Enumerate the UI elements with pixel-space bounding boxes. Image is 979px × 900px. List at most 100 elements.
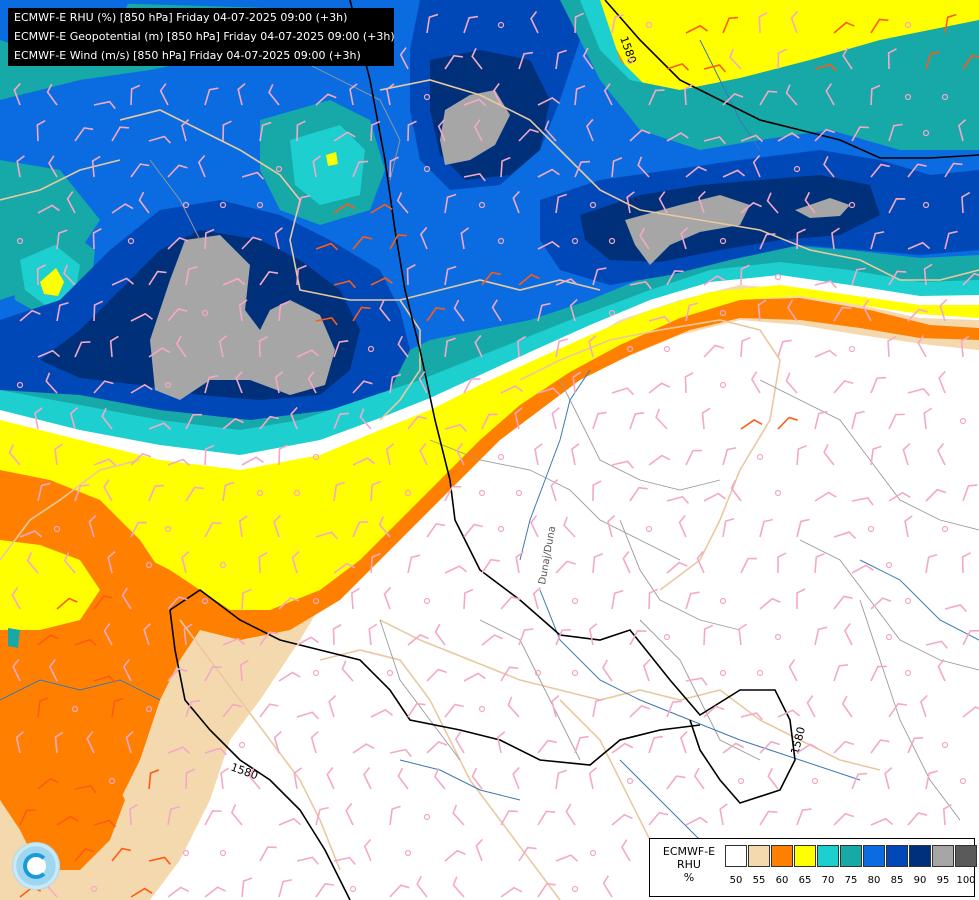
wind-barb [666, 561, 688, 574]
wind-barb [888, 270, 907, 286]
wind-barb [478, 489, 486, 497]
wind-barb [111, 697, 124, 718]
wind-barb [219, 849, 227, 857]
wind-barb [444, 565, 467, 574]
wind-barb [602, 659, 613, 682]
ecmwf-logo-icon [12, 842, 60, 890]
wind-barb [444, 265, 457, 286]
wind-barb [537, 96, 560, 106]
wind-barb [959, 417, 967, 425]
wind-barb [500, 886, 523, 898]
wind-barb [48, 155, 58, 178]
wind-barb [45, 372, 58, 394]
wind-barb [471, 767, 483, 790]
wind-barb [389, 805, 401, 826]
wind-barb [767, 767, 779, 790]
wind-barb [555, 193, 568, 214]
wind-barb [944, 604, 967, 613]
wind-barb [185, 768, 195, 790]
wind-barb [555, 278, 579, 286]
wind-barb [684, 371, 694, 394]
wind-barb [423, 93, 431, 101]
wind-barb [454, 731, 465, 754]
legend-model: ECMWF-E [662, 845, 716, 858]
legend-swatch [748, 845, 770, 867]
wind-barb [752, 154, 761, 178]
wind-barb [961, 552, 971, 574]
wind-barb [806, 695, 816, 718]
wind-barb [663, 633, 671, 641]
wind-barb [902, 442, 911, 466]
wind-barb [333, 481, 346, 502]
wind-barb [629, 486, 648, 502]
wind-barb [666, 132, 689, 142]
wind-barb [363, 838, 372, 862]
wind-barb [958, 119, 967, 142]
wind-barb [491, 299, 502, 322]
wind-barb [53, 525, 61, 533]
wind-barb [722, 517, 735, 538]
wind-barb [352, 380, 373, 394]
wind-barb [774, 273, 782, 281]
wind-barb [512, 190, 520, 214]
wind-barb [888, 123, 903, 142]
wind-barb [259, 415, 279, 430]
wind-barb [563, 516, 576, 538]
wind-barb [130, 452, 152, 466]
wind-barb [923, 407, 933, 430]
wind-barb [444, 337, 456, 358]
wind-barb [655, 408, 668, 430]
wind-barb [500, 156, 511, 178]
wind-barb [167, 886, 190, 898]
wind-barb [370, 552, 381, 574]
wind-barb [919, 694, 928, 718]
wind-barb [544, 120, 557, 142]
wind-barb [537, 240, 560, 250]
wind-barb [833, 380, 854, 394]
legend-label: 70 [821, 875, 835, 886]
wind-barb [101, 407, 113, 430]
wind-barb [703, 705, 725, 718]
wind-barb [555, 560, 576, 574]
wind-barb [917, 335, 927, 358]
wind-barb [349, 885, 357, 893]
wind-barb [452, 876, 465, 898]
wind-barb [777, 48, 788, 70]
wind-barb [848, 201, 856, 209]
wind-barb [570, 443, 580, 466]
wind-barb [74, 638, 98, 647]
wind-barb [460, 227, 469, 250]
wind-barb [88, 514, 97, 538]
legend-swatches [725, 845, 978, 867]
wind-barb [907, 241, 931, 250]
rhu-band-70-inner [290, 125, 365, 205]
wind-barb [629, 705, 651, 718]
wind-barb [680, 226, 689, 250]
wind-barb [904, 515, 913, 538]
wind-barb [497, 453, 505, 461]
legend-label: 85 [890, 875, 904, 886]
wind-barb [230, 804, 243, 826]
wind-barb [201, 309, 209, 317]
wind-barb [719, 669, 727, 677]
wind-barb [36, 119, 46, 142]
wind-barb [904, 93, 912, 101]
wind-barb [130, 312, 153, 322]
wind-barb [697, 190, 706, 214]
wind-barb [941, 93, 949, 101]
wind-barb [444, 423, 468, 432]
wind-barb [404, 849, 412, 857]
wind-barb [182, 201, 190, 209]
wind-barb [90, 885, 98, 893]
wind-barb [907, 163, 927, 178]
wind-barb [463, 378, 481, 394]
wind-barb [46, 83, 58, 106]
wind-barb [296, 349, 320, 358]
wind-barb [333, 203, 356, 214]
wind-barb [962, 272, 979, 286]
wind-barb [693, 767, 705, 790]
wind-barb [645, 525, 653, 533]
wind-barb [722, 16, 739, 34]
wind-barb [534, 669, 542, 677]
wind-barb [278, 301, 290, 322]
